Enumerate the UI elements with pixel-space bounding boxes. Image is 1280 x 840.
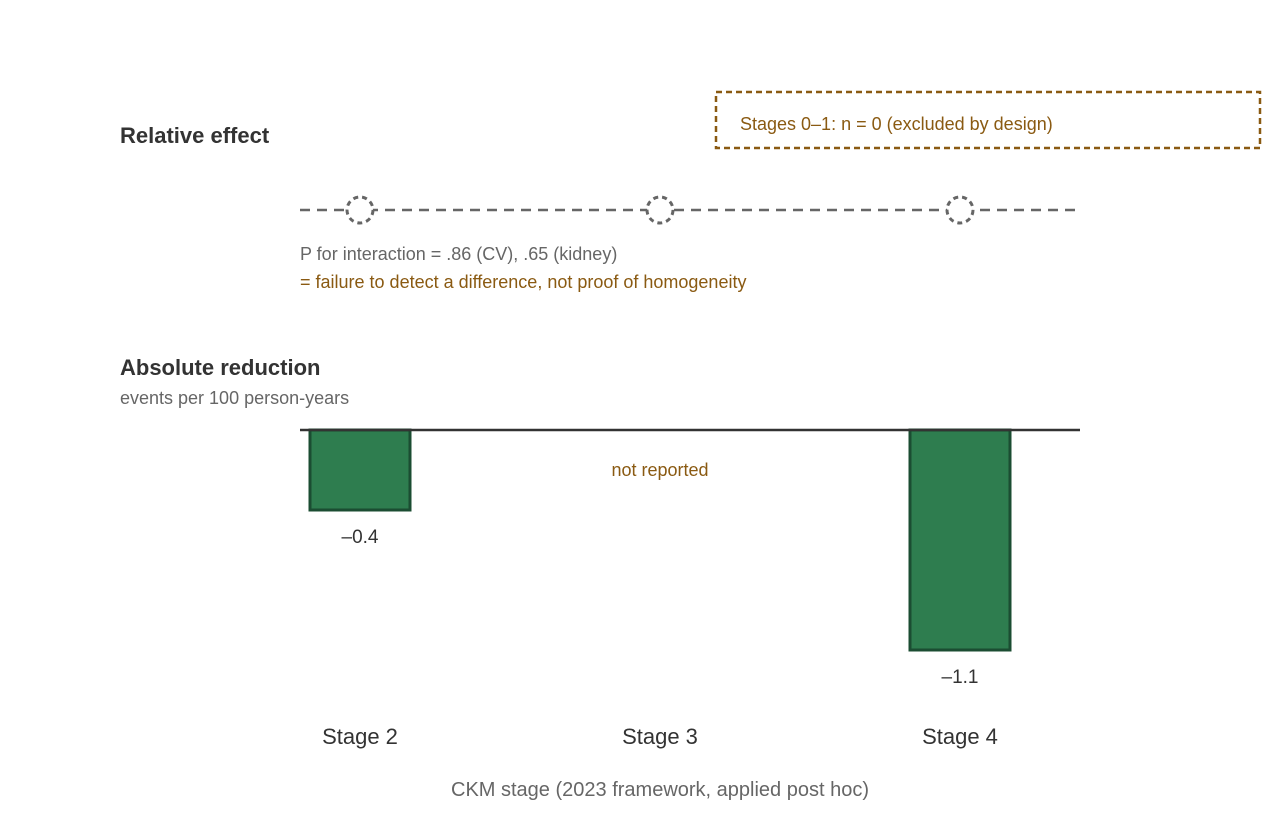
- homogeneity-caveat: = failure to detect a difference, not pr…: [300, 272, 746, 292]
- relative-effect-title: Relative effect: [120, 123, 270, 148]
- exclusion-annotation: Stages 0–1: n = 0 (excluded by design): [740, 114, 1053, 134]
- value-label-stage-2: –0.4: [342, 527, 379, 548]
- x-axis-title: CKM stage (2023 framework, applied post …: [451, 779, 869, 801]
- relative-effect-marker-stage-4: [945, 195, 975, 225]
- relative-effect-marker-stage-2: [345, 195, 375, 225]
- relative-effect-marker-stage-3: [645, 195, 675, 225]
- absolute-reduction-title: Absolute reduction: [120, 355, 320, 380]
- exclusion-annotation-box: [714, 90, 1262, 150]
- interaction-p-note: P for interaction = .86 (CV), .65 (kidne…: [300, 244, 617, 264]
- category-label-stage-4: Stage 4: [922, 724, 998, 749]
- value-label-stage-4: –1.1: [942, 667, 979, 688]
- category-label-stage-3: Stage 3: [622, 724, 698, 749]
- bar-stage-2: [308, 428, 412, 512]
- missing-label-stage-3: not reported: [611, 460, 708, 480]
- bar-stage-4: [908, 428, 1012, 652]
- absolute-reduction-unit: events per 100 person-years: [120, 388, 349, 408]
- category-label-stage-2: Stage 2: [322, 724, 398, 749]
